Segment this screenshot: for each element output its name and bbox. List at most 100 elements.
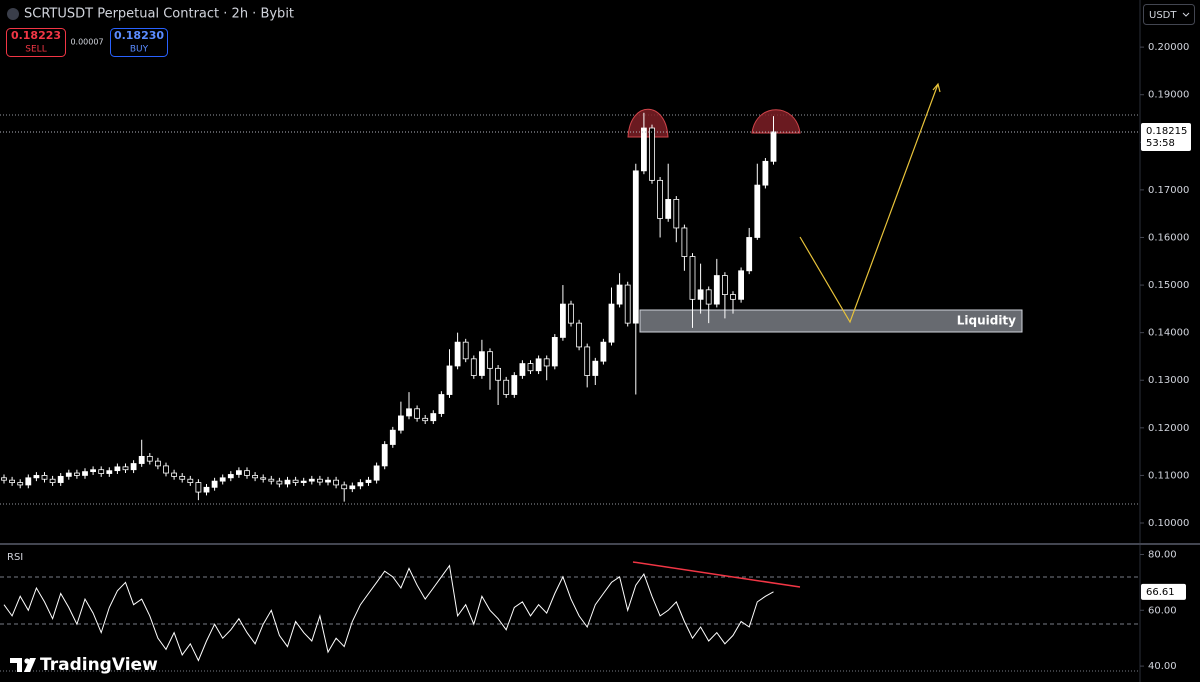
candle-body bbox=[114, 466, 121, 472]
projection-arrow bbox=[932, 82, 941, 93]
candle-body bbox=[454, 341, 461, 367]
candle-body bbox=[657, 179, 663, 219]
candle-body bbox=[430, 413, 437, 422]
candle-body bbox=[592, 360, 599, 376]
candle-body bbox=[268, 478, 275, 482]
candle-body bbox=[316, 478, 323, 483]
candle-body bbox=[154, 460, 161, 467]
symbol-title: SCRTUSDT Perpetual Contract · 2h · Bybit bbox=[24, 7, 294, 22]
candle-body bbox=[373, 465, 380, 481]
candle-body bbox=[705, 289, 712, 305]
candle-body bbox=[495, 367, 502, 381]
y-tick-label: 0.15000 bbox=[1148, 280, 1189, 291]
candle-body bbox=[584, 346, 591, 376]
sell-button[interactable] bbox=[6, 28, 66, 57]
candle-body bbox=[551, 337, 558, 367]
candle-body bbox=[446, 365, 453, 395]
candle-body bbox=[673, 199, 680, 229]
countdown: 53:58 bbox=[1146, 138, 1175, 149]
candle-body bbox=[762, 160, 769, 186]
candle-body bbox=[641, 127, 647, 172]
candle-body bbox=[17, 482, 24, 486]
candle-body bbox=[25, 477, 32, 486]
candle-body bbox=[49, 478, 56, 483]
rsi-value-label: 66.61 bbox=[1146, 587, 1175, 598]
candle-body bbox=[770, 131, 777, 162]
rsi-line bbox=[3, 564, 774, 662]
liquidity-label: Liquidity bbox=[957, 314, 1016, 328]
candle-body bbox=[284, 479, 291, 485]
projection-line bbox=[799, 83, 939, 324]
candle-body bbox=[389, 429, 396, 445]
candle-body bbox=[292, 479, 299, 483]
candle-body bbox=[406, 408, 412, 417]
y-tick-label: 40.00 bbox=[1148, 661, 1177, 672]
candle-body bbox=[608, 303, 615, 343]
candle-body bbox=[235, 470, 242, 475]
candle-body bbox=[462, 341, 469, 360]
candle-body bbox=[503, 379, 510, 395]
candle-body bbox=[543, 358, 550, 367]
candle-body bbox=[33, 475, 40, 479]
watermark: TradingView bbox=[40, 655, 158, 675]
symbol-icon bbox=[7, 8, 19, 20]
chevron bbox=[1182, 12, 1190, 17]
candle-body bbox=[203, 486, 210, 493]
candle-body bbox=[414, 408, 421, 419]
y-tick-label: 0.11000 bbox=[1148, 470, 1189, 481]
y-tick-label: 0.17000 bbox=[1148, 185, 1189, 196]
candle-body bbox=[527, 363, 534, 372]
candle-body bbox=[713, 275, 720, 305]
candle-body bbox=[357, 482, 364, 487]
candle-body bbox=[535, 358, 542, 372]
currency-label: USDT bbox=[1149, 10, 1177, 21]
buy-button[interactable] bbox=[110, 28, 168, 57]
liquidity-zone bbox=[639, 309, 1023, 333]
candle-body bbox=[397, 415, 404, 431]
candle-body bbox=[179, 475, 186, 480]
candle-body bbox=[722, 275, 728, 295]
candle-body bbox=[478, 351, 485, 376]
candle-body bbox=[746, 237, 753, 272]
candle-body bbox=[738, 270, 744, 300]
candle-body bbox=[422, 417, 429, 422]
candle-body bbox=[487, 351, 493, 369]
candle-body bbox=[568, 303, 574, 324]
candle-body bbox=[616, 284, 623, 305]
candle-body bbox=[244, 470, 250, 476]
candle-body bbox=[82, 471, 88, 476]
candle-body bbox=[632, 170, 639, 324]
last-price-label: 0.18215 bbox=[1146, 126, 1187, 137]
candle-body bbox=[98, 469, 105, 474]
y-tick-label: 0.10000 bbox=[1148, 518, 1189, 529]
buy-label: BUY bbox=[130, 45, 149, 55]
candle-body bbox=[187, 478, 194, 483]
candle-body bbox=[600, 341, 607, 362]
candle-body bbox=[74, 472, 80, 476]
candle-body bbox=[560, 303, 566, 338]
candle-body bbox=[333, 479, 340, 486]
candle-body bbox=[300, 480, 307, 483]
candle-body bbox=[171, 472, 178, 477]
y-tick-label: 0.20000 bbox=[1148, 42, 1189, 53]
logo bbox=[24, 658, 30, 664]
candle-body bbox=[106, 470, 113, 474]
rsi-title: RSI bbox=[7, 552, 23, 563]
candle-body bbox=[130, 463, 137, 471]
candle-body bbox=[1, 477, 7, 481]
candle-body bbox=[195, 482, 202, 493]
y-tick-label: 0.12000 bbox=[1148, 423, 1189, 434]
buy-price: 0.18230 bbox=[114, 29, 164, 42]
candle-body bbox=[438, 394, 445, 414]
last-price-box bbox=[1141, 123, 1191, 152]
candle-body bbox=[227, 474, 234, 479]
candle-body bbox=[163, 465, 169, 474]
y-tick-label: 0.13000 bbox=[1148, 375, 1189, 386]
currency-selector[interactable] bbox=[1143, 4, 1195, 25]
candle-body bbox=[122, 466, 129, 471]
candle-body bbox=[260, 477, 267, 480]
y-tick-label: 0.19000 bbox=[1148, 90, 1189, 101]
y-tick-label: 0.16000 bbox=[1148, 232, 1189, 243]
